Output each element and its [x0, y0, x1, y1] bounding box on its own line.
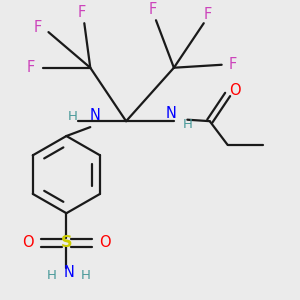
Text: N: N: [64, 265, 75, 280]
Text: O: O: [99, 236, 111, 250]
Text: N: N: [89, 108, 100, 123]
Text: F: F: [204, 7, 212, 22]
Text: O: O: [22, 236, 33, 250]
Text: F: F: [77, 5, 86, 20]
Text: H: H: [68, 110, 77, 123]
Text: O: O: [229, 82, 241, 98]
Text: N: N: [166, 106, 176, 121]
Text: H: H: [182, 118, 192, 130]
Text: H: H: [81, 269, 91, 282]
Text: F: F: [149, 2, 157, 17]
Text: F: F: [229, 57, 237, 72]
Text: F: F: [34, 20, 42, 35]
Text: S: S: [61, 236, 72, 250]
Text: H: H: [46, 269, 56, 282]
Text: F: F: [27, 60, 35, 75]
